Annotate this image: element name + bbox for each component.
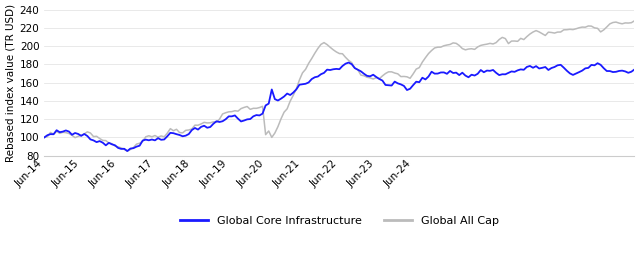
Y-axis label: Rebased index value (TR USD): Rebased index value (TR USD) (6, 4, 15, 162)
Legend: Global Core Infrastructure, Global All Cap: Global Core Infrastructure, Global All C… (176, 212, 503, 231)
